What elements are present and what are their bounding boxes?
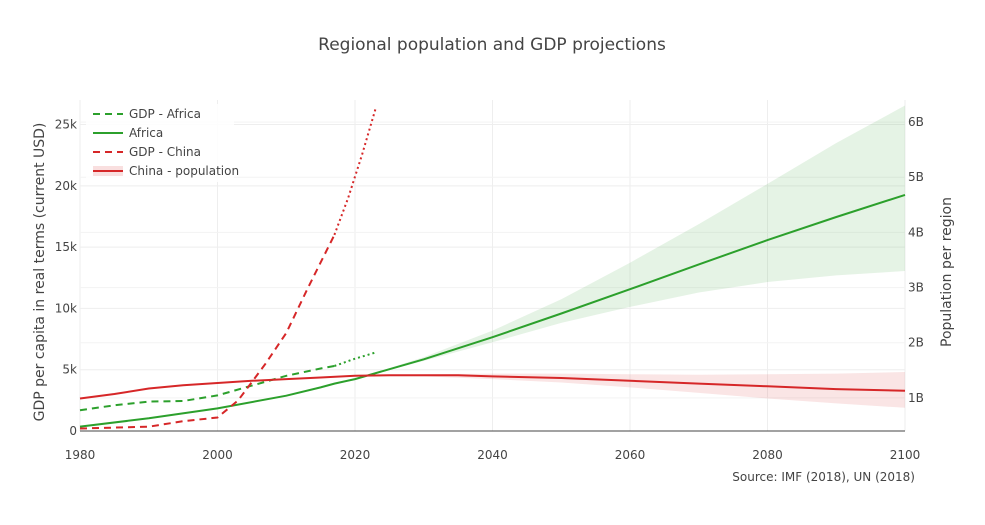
y-left-tick-label: 20k [55, 179, 77, 193]
legend-label-gdp-africa: GDP - Africa [129, 107, 201, 121]
series-lines [79, 108, 906, 430]
y-right-axis-ticks: 1B 2B 3B 4B 5B 6B [908, 115, 924, 405]
africa-band [334, 105, 905, 384]
y-left-tick-label: 25k [55, 118, 77, 132]
china-population-band [355, 372, 905, 408]
y-left-tick-label: 0 [69, 424, 77, 438]
y-right-axis-title: Population per region [939, 197, 955, 347]
africa-line [79, 193, 906, 428]
china-population-line [79, 374, 906, 400]
x-axis-ticks: 1980 2000 2020 2040 2060 2080 2100 [65, 448, 921, 462]
source-note: Source: IMF (2018), UN (2018) [732, 470, 915, 484]
legend-background [86, 104, 234, 182]
gdp-africa-line [79, 365, 335, 412]
x-tick-label: 2080 [752, 448, 783, 462]
y-right-tick-label: 4B [908, 225, 924, 239]
legend-label-china-population: China - population [129, 164, 239, 178]
uncertainty-bands [334, 105, 905, 408]
x-tick-label: 2020 [340, 448, 371, 462]
y-right-tick-label: 2B [908, 336, 924, 350]
x-tick-label: 1980 [65, 448, 96, 462]
gdp-africa-projection-line [334, 351, 376, 367]
y-left-tick-label: 10k [55, 301, 77, 315]
y-left-axis-ticks: 0 5k 10k 15k 20k 25k [55, 118, 77, 438]
y-left-tick-label: 5k [62, 363, 77, 377]
y-right-tick-label: 3B [908, 281, 924, 295]
y-left-axis-title: GDP per capita in real terms (current US… [32, 123, 48, 422]
y-left-tick-label: 15k [55, 240, 77, 254]
x-tick-label: 2100 [890, 448, 921, 462]
y-right-tick-label: 1B [908, 391, 924, 405]
legend-label-africa: Africa [129, 126, 163, 140]
chart-title: Regional population and GDP projections [318, 35, 666, 55]
x-tick-label: 2060 [615, 448, 646, 462]
y-right-tick-label: 6B [908, 115, 924, 129]
legend[interactable]: GDP - Africa Africa GDP - China China - pop… [86, 104, 239, 182]
gdp-china-line [79, 234, 336, 430]
gdp-china-projection-line [333, 108, 377, 236]
legend-label-gdp-china: GDP - China [129, 145, 201, 159]
y-right-tick-label: 5B [908, 170, 924, 184]
x-tick-label: 2040 [477, 448, 508, 462]
x-tick-label: 2000 [202, 448, 233, 462]
